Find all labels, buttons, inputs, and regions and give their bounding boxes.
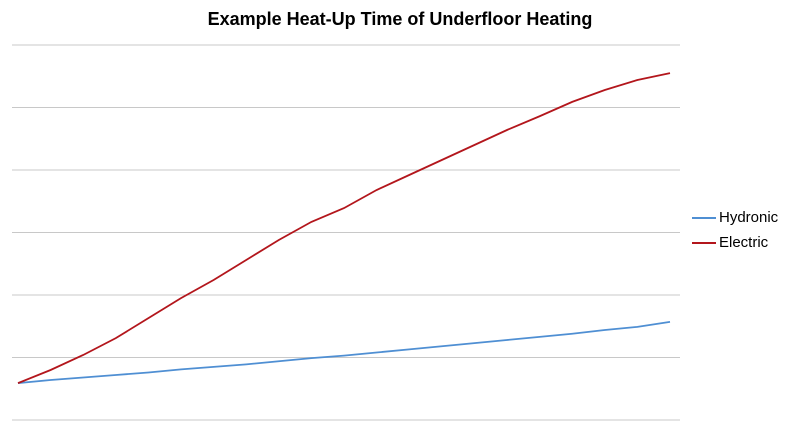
legend-label: Hydronic: [719, 209, 779, 226]
series-line: [17, 72, 671, 384]
series-line: [17, 320, 671, 385]
legend-label: Electric: [719, 234, 769, 251]
chart-title: Example Heat-Up Time of Underfloor Heati…: [208, 9, 593, 29]
